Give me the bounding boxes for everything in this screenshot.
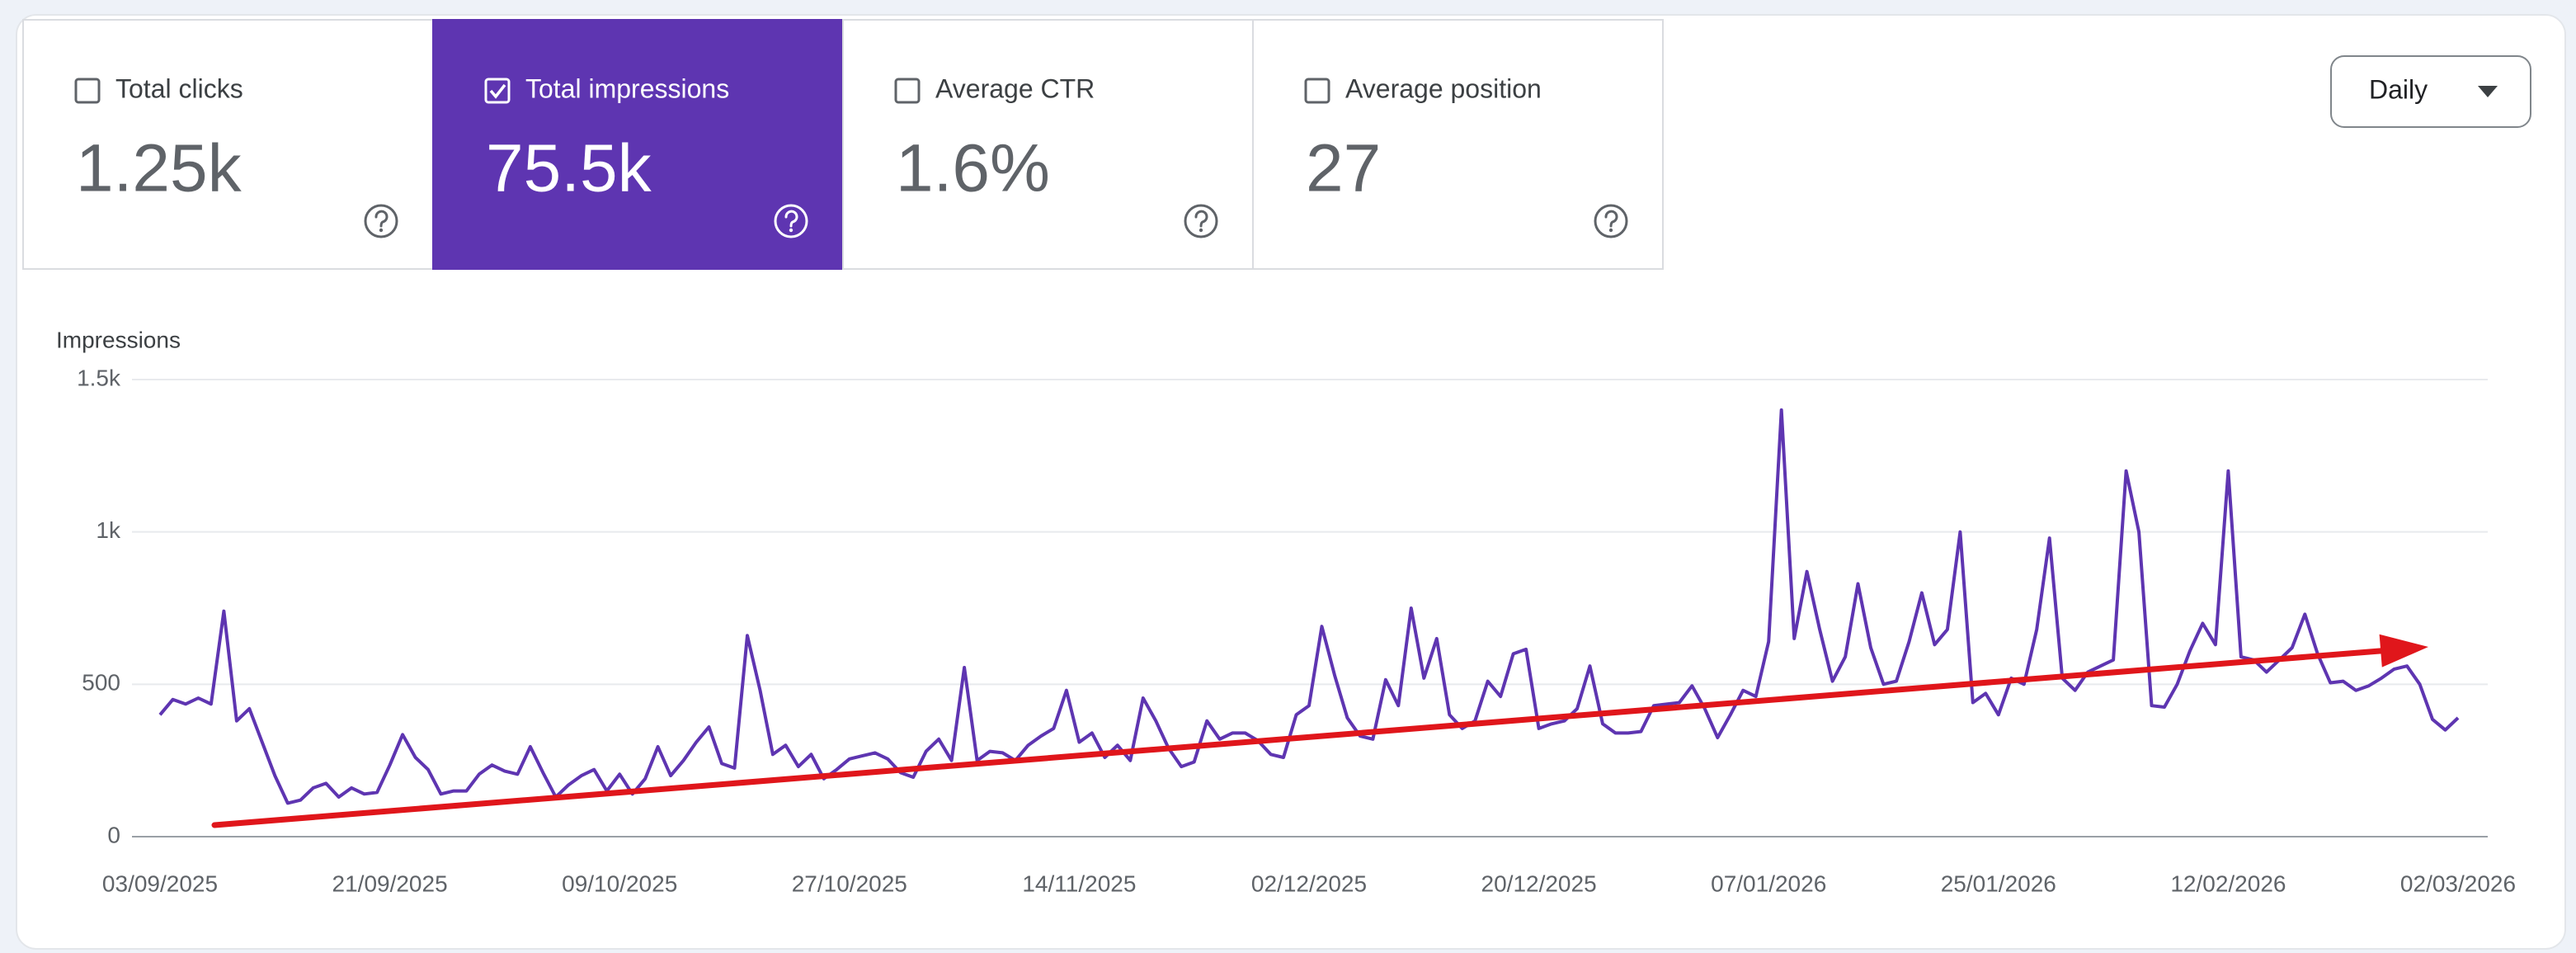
help-icon[interactable] [364,204,398,238]
help-glyph[interactable] [784,210,798,228]
checkbox[interactable] [484,78,511,104]
metric-card[interactable]: Average CTR 1.6% [842,19,1254,270]
y-tick-label: 1.5k [77,365,121,390]
metric-card[interactable]: Average position 27 [1252,19,1664,270]
x-tick-label: 25/01/2026 [1941,870,2056,896]
x-tick-label: 27/10/2025 [792,870,907,896]
help-icon[interactable] [1184,204,1218,238]
card-bg[interactable] [432,19,844,270]
dropdown-label[interactable]: Daily [2369,74,2428,104]
dropdown-box[interactable] [2330,55,2531,128]
x-tick-label: 03/09/2025 [102,870,218,896]
metric-card[interactable]: Total impressions 75.5k [432,19,844,270]
x-tick-label: 20/12/2025 [1481,870,1597,896]
help-glyph[interactable] [374,210,389,228]
metric-value[interactable]: 1.6% [896,131,1050,206]
x-tick-label: 02/03/2026 [2400,870,2516,896]
help-glyph[interactable] [1194,210,1208,228]
help-dot[interactable] [1608,228,1613,233]
metric-value[interactable]: 75.5k [486,131,652,206]
help-dot[interactable] [379,228,384,233]
help-dot[interactable] [1199,228,1203,233]
metric-label[interactable]: Total clicks [115,73,243,103]
card-bg[interactable] [1252,19,1664,270]
x-tick-label: 12/02/2026 [2170,870,2286,896]
metric-label[interactable]: Average CTR [935,73,1095,103]
metric-label[interactable]: Total impressions [525,73,729,103]
y-tick-label: 0 [107,822,120,847]
card-bg[interactable] [22,19,434,270]
checkmark[interactable] [489,83,506,99]
metric-label[interactable]: Average position [1345,73,1542,103]
help-glyph[interactable] [1604,210,1618,228]
x-tick-label: 02/12/2025 [1251,870,1367,896]
card-bg[interactable] [842,19,1254,270]
metric-value[interactable]: 1.25k [76,131,243,206]
checkbox[interactable] [1304,78,1330,104]
dropdown-caret[interactable] [2478,86,2498,97]
x-tick-label: 21/09/2025 [332,870,448,896]
y-tick-label: 500 [82,670,120,696]
metric-cards: Total clicks 1.25k Total impressions 75.5k A… [22,19,1664,270]
dropdown[interactable]: Daily [2330,55,2531,128]
help-icon[interactable] [774,204,808,238]
trend-arrow [211,634,2428,828]
y-axis-title: Impressions [56,327,181,352]
trend-arrowhead [2379,634,2428,668]
plot: 0 500 1k 1.5k 03/09/2025 21/09/2025 09/10/2025… [77,365,2516,896]
x-tick-label: 14/11/2025 [1022,870,1136,896]
impressions-line [158,408,2460,805]
help-dot[interactable] [789,228,794,233]
x-tick-label: 07/01/2026 [1711,870,1826,896]
y-tick-label: 1k [96,517,121,543]
metric-card[interactable]: Total clicks 1.25k [22,19,434,270]
x-tick-label: 09/10/2025 [562,870,677,896]
checkbox[interactable] [74,78,101,104]
trend-line [211,648,2385,828]
checkbox[interactable] [894,78,921,104]
help-icon[interactable] [1594,204,1628,238]
metric-value[interactable]: 27 [1306,131,1381,206]
